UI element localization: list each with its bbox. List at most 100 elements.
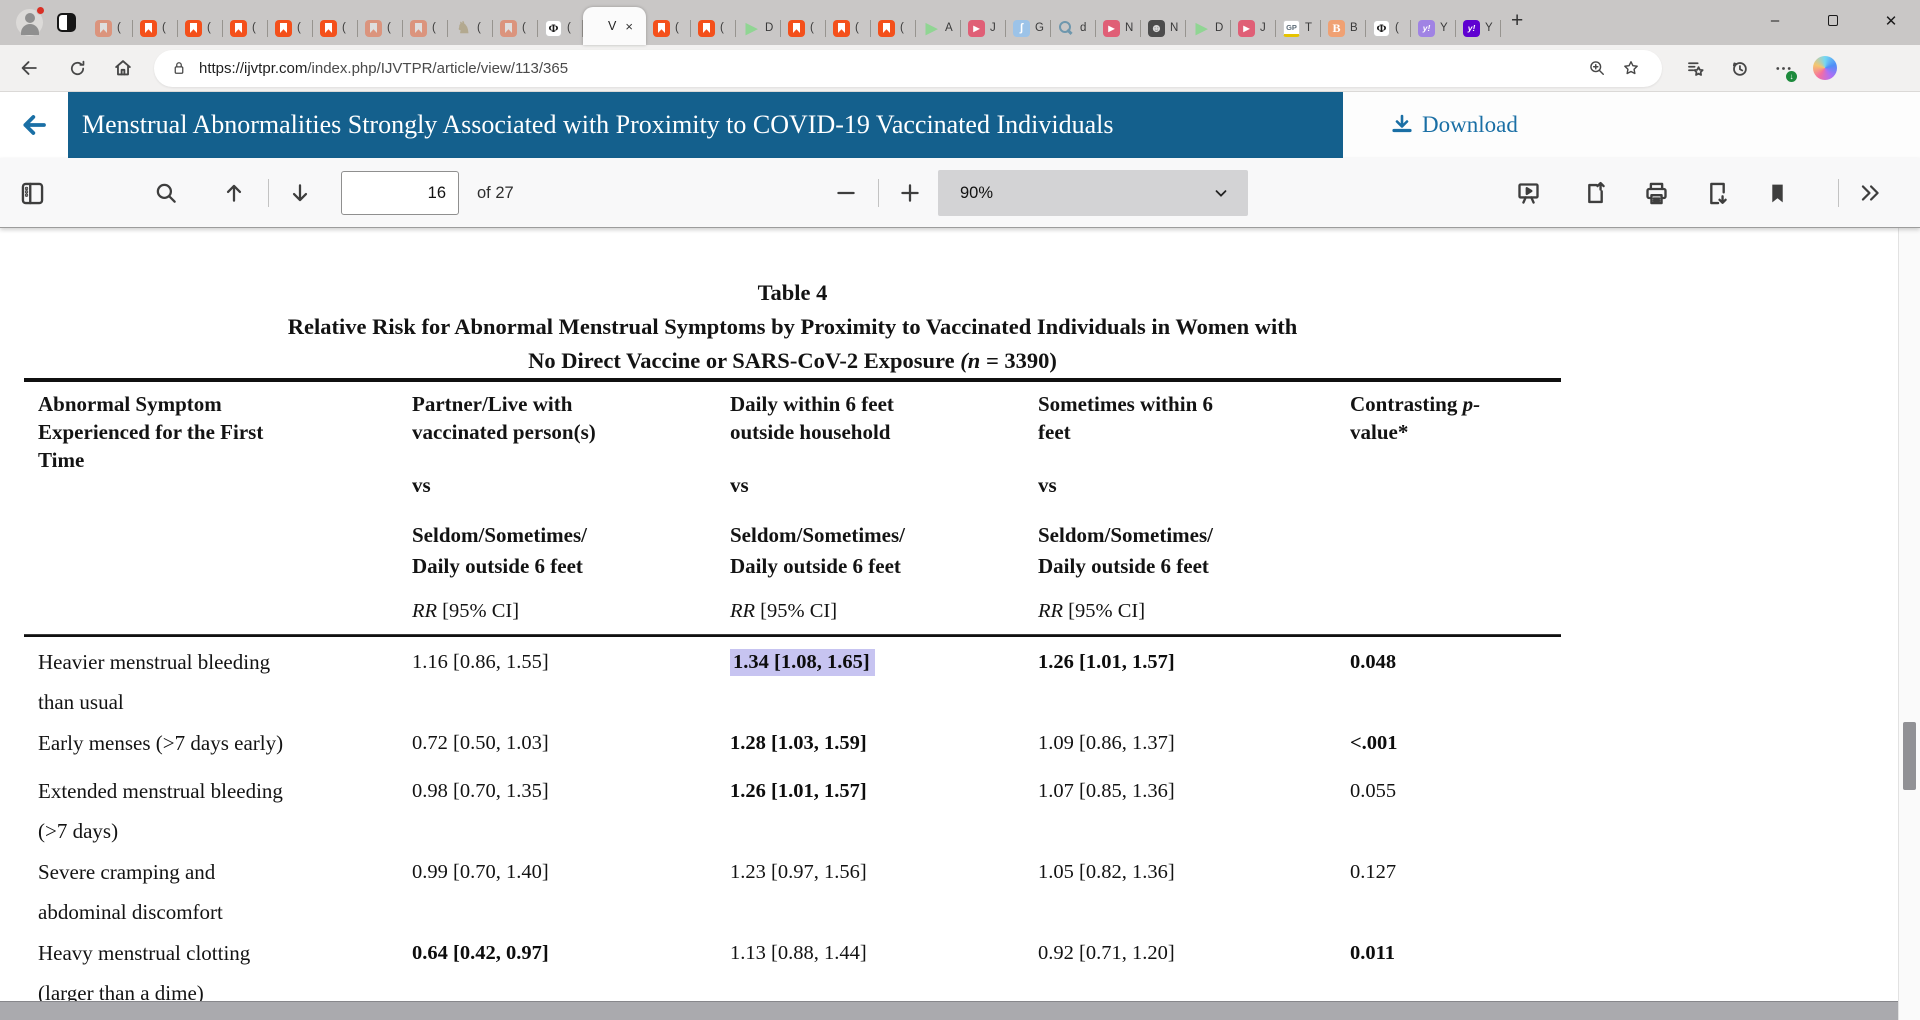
browser-tab[interactable]: ( [313,11,358,45]
address-bar[interactable]: https://ijvtpr.com/index.php/IJVTPR/arti… [154,49,1662,87]
previous-page-button[interactable] [214,158,254,228]
table-row: Severe cramping and abdominal discomfort 0… [24,852,1561,933]
scrollbar-thumb[interactable] [1903,722,1916,790]
bookmark-faded-favicon-icon [95,19,112,37]
copilot-button[interactable] [1808,51,1842,85]
browser-tab[interactable]: ▶ A [916,11,961,45]
rr-value-cell: 0.64 [0.42, 0.97] [412,933,732,973]
browser-tab[interactable]: ☻ N [1141,11,1186,45]
play-favicon-icon: ▶ [745,20,758,37]
zoom-out-button[interactable] [826,158,866,228]
next-page-button[interactable] [280,158,320,228]
bookmark-faded-favicon-icon [365,19,382,37]
home-button[interactable] [106,51,140,85]
browser-tab[interactable]: ▶ J [961,11,1006,45]
vertical-scrollbar[interactable] [1898,228,1920,1020]
favorites-hub-button[interactable] [1678,51,1712,85]
rr-value: 1.28 [1.03, 1.59] [730,732,867,754]
search-document-button[interactable] [146,158,186,228]
url-path: /index.php/IJVTPR/article/view/113/365 [307,59,569,77]
browser-tab[interactable]: ▶ D [736,11,781,45]
page-number-input[interactable] [341,171,459,215]
browser-tab[interactable]: ( [268,11,313,45]
tab-title: A [945,22,953,34]
browser-tab-active[interactable]: V × [583,7,646,45]
new-tab-button[interactable]: + [1511,9,1524,32]
browser-tab[interactable]: ( [826,11,871,45]
symptom-cell: Severe cramping and abdominal discomfort [38,860,223,924]
browser-tab[interactable]: ▶ N [1096,11,1141,45]
settings-more-button[interactable]: ↓ [1766,51,1800,85]
browser-tab[interactable]: GP T [1276,11,1321,45]
url-host: https://ijvtpr.com [199,59,308,77]
rr-value-cell: 1.23 [0.97, 1.56] [730,852,1050,892]
tab-title: B [1350,22,1358,34]
browser-tab[interactable]: ( [871,11,916,45]
lock-icon [174,62,184,74]
browser-tab[interactable]: ( [691,11,736,45]
download-link[interactable]: Download [1390,92,1518,158]
browser-tab[interactable]: d [1051,11,1096,45]
browser-tab[interactable]: ( [358,11,403,45]
tab-title: ( [252,22,256,34]
history-clock-icon [1732,61,1747,76]
zoom-level-select[interactable]: 90% [938,170,1248,216]
history-button[interactable] [1722,51,1756,85]
window-controls: – ✕ [1746,0,1920,41]
minimize-button[interactable]: – [1770,12,1780,29]
browser-tab[interactable]: ♞( [448,11,493,45]
url-text[interactable]: https://ijvtpr.com/index.php/IJVTPR/arti… [199,60,1580,77]
zoom-page-button[interactable] [1580,51,1614,85]
browser-tab[interactable]: ( [133,11,178,45]
browser-tab[interactable]: ( [223,11,268,45]
browser-tab[interactable]: Φ( [1366,11,1411,45]
browser-tab[interactable]: y! Y [1411,11,1456,45]
navigation-bar: https://ijvtpr.com/index.php/IJVTPR/arti… [0,45,1920,92]
notification-dot-icon [36,6,45,15]
minus-icon [837,191,855,195]
bookmark-page-button[interactable] [1757,158,1797,228]
table-header-row: Abnormal Symptom Experienced for the Fir… [24,382,1561,634]
rr-value-cell: 1.16 [0.86, 1.55] [412,642,732,682]
rr-value-cell: 1.26 [1.01, 1.57] [1038,642,1358,682]
more-tools-button[interactable] [1850,158,1890,228]
zoom-in-button[interactable] [890,158,930,228]
browser-tab[interactable]: y! Y [1456,11,1501,45]
share-button[interactable] [1575,158,1615,228]
browser-tab[interactable]: Φ( [538,11,583,45]
magnifier-plus-icon [1590,61,1604,75]
browser-tab[interactable]: ( [178,11,223,45]
bookmark-favicon-icon [230,19,247,37]
browser-tab[interactable]: ▶ J [1231,11,1276,45]
article-back-button[interactable] [0,92,68,158]
browser-tab[interactable]: ▶ D [1186,11,1231,45]
sidebar-toggle-button[interactable] [12,158,52,228]
p-value-cell: 0.127 [1350,861,1397,883]
rr-value: 1.26 [1.01, 1.57] [730,780,867,802]
maximize-button[interactable] [1804,0,1862,41]
browser-tab[interactable]: ( [403,11,448,45]
rr-value-cell: 0.72 [0.50, 1.03] [412,723,732,763]
arrow-down-icon [292,184,308,202]
save-button[interactable] [1697,158,1737,228]
tab-close-icon[interactable]: × [625,18,633,34]
close-button[interactable]: ✕ [1884,12,1898,30]
page-save-down-icon [1709,182,1727,204]
back-button[interactable] [12,51,46,85]
browser-tab[interactable]: ( [88,11,133,45]
rr-value: 0.72 [0.50, 1.03] [412,732,549,754]
browser-tab[interactable]: ( [781,11,826,45]
workspaces-icon[interactable] [57,13,76,32]
browser-tab[interactable]: ( [646,11,691,45]
blue-back-arrow-icon [23,115,46,135]
favorite-star-button[interactable] [1614,51,1648,85]
browser-tab[interactable]: ( [493,11,538,45]
table-row: Early menses (>7 days early) 0.72 [0.50, … [24,723,1561,771]
print-button[interactable] [1636,158,1676,228]
presentation-mode-button[interactable] [1508,158,1548,228]
bookmark-favicon-icon [788,19,805,37]
refresh-button[interactable] [60,51,94,85]
profile-avatar[interactable] [16,6,45,36]
